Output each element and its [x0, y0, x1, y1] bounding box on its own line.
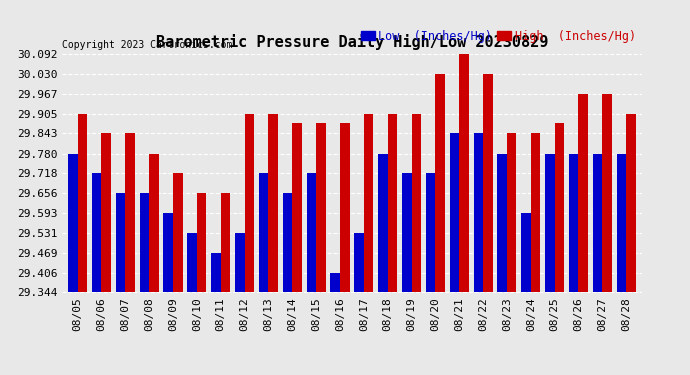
Bar — [435, 74, 445, 292]
Bar — [259, 173, 268, 292]
Bar — [235, 233, 244, 292]
Bar — [460, 54, 469, 292]
Bar — [211, 253, 221, 292]
Bar — [364, 114, 373, 292]
Bar — [531, 134, 540, 292]
Text: Copyright 2023 Cartronics.com: Copyright 2023 Cartronics.com — [62, 40, 233, 50]
Bar — [617, 153, 627, 292]
Bar — [507, 134, 517, 292]
Bar — [378, 153, 388, 292]
Bar — [187, 233, 197, 292]
Bar — [340, 123, 350, 292]
Bar — [497, 153, 507, 292]
Bar — [68, 153, 77, 292]
Bar — [402, 173, 411, 292]
Bar — [450, 134, 460, 292]
Bar — [77, 114, 87, 292]
Bar — [116, 193, 126, 292]
Bar — [388, 114, 397, 292]
Bar — [126, 134, 135, 292]
Title: Barometric Pressure Daily High/Low 20230829: Barometric Pressure Daily High/Low 20230… — [156, 34, 548, 50]
Bar — [221, 193, 230, 292]
Bar — [101, 134, 111, 292]
Bar — [149, 153, 159, 292]
Bar — [197, 193, 206, 292]
Bar — [283, 193, 293, 292]
Bar — [306, 173, 316, 292]
Bar — [173, 173, 183, 292]
Bar — [602, 94, 612, 292]
Bar — [139, 193, 149, 292]
Bar — [569, 153, 578, 292]
Bar — [483, 74, 493, 292]
Bar — [627, 114, 635, 292]
Bar — [331, 273, 340, 292]
Bar — [593, 153, 602, 292]
Bar — [521, 213, 531, 292]
Bar — [244, 114, 254, 292]
Bar — [473, 134, 483, 292]
Bar — [545, 153, 555, 292]
Bar — [268, 114, 278, 292]
Bar — [92, 173, 101, 292]
Bar — [354, 233, 364, 292]
Bar — [164, 213, 173, 292]
Bar — [555, 123, 564, 292]
Legend: Low  (Inches/Hg), High  (Inches/Hg): Low (Inches/Hg), High (Inches/Hg) — [361, 30, 635, 43]
Bar — [411, 114, 421, 292]
Bar — [293, 123, 302, 292]
Bar — [426, 173, 435, 292]
Bar — [316, 123, 326, 292]
Bar — [578, 94, 588, 292]
